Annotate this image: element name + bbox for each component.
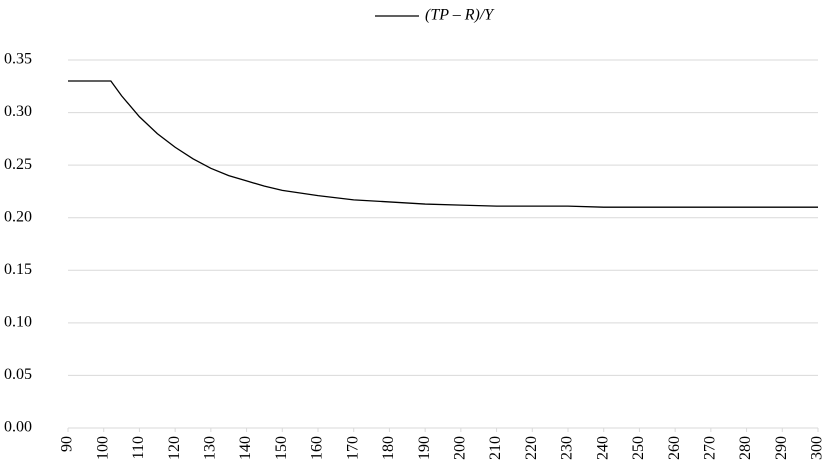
x-tick-label: 100 [94, 436, 111, 460]
y-tick-label: 0.15 [4, 261, 32, 278]
x-tick-label: 210 [487, 436, 504, 460]
x-tick-label: 120 [166, 436, 183, 460]
x-tick-label: 170 [344, 436, 361, 460]
legend-label: (TP – R)/Y [425, 7, 495, 24]
y-tick-label: 0.05 [4, 366, 32, 383]
x-tick-label: 190 [416, 436, 433, 460]
x-tick-label: 140 [237, 436, 254, 460]
x-tick-label: 180 [380, 436, 397, 460]
x-tick-label: 90 [59, 436, 76, 452]
x-tick-label: 230 [559, 436, 576, 460]
x-tick-label: 150 [273, 436, 290, 460]
x-tick-label: 220 [523, 436, 540, 460]
x-tick-label: 300 [809, 436, 826, 460]
y-tick-label: 0.00 [4, 419, 32, 436]
x-tick-label: 260 [666, 436, 683, 460]
y-tick-label: 0.25 [4, 156, 32, 173]
y-tick-label: 0.20 [4, 208, 32, 225]
y-tick-label: 0.10 [4, 314, 32, 331]
y-tick-label: 0.30 [4, 103, 32, 120]
x-tick-label: 200 [452, 436, 469, 460]
line [68, 80, 818, 208]
y-tick-label: 0.35 [4, 51, 32, 68]
x-tick-label: 270 [702, 436, 719, 460]
x-tick-label: 110 [130, 436, 147, 459]
x-tick-label: 240 [594, 436, 611, 460]
x-tick-label: 280 [737, 436, 754, 460]
x-tick-label: 250 [630, 436, 647, 460]
x-tick-label: 130 [202, 436, 219, 460]
x-tick-label: 290 [773, 436, 790, 460]
x-tick-label: 160 [309, 436, 326, 460]
